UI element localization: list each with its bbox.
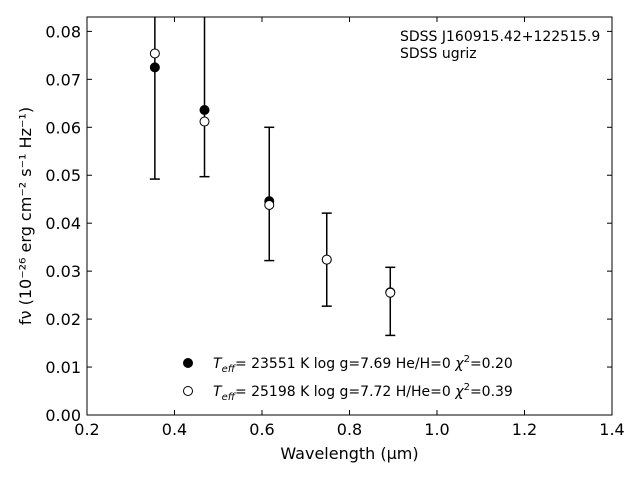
point-filled [149,62,160,73]
data-points [149,48,396,298]
x-axis-label: Wavelength (μm) [280,444,418,463]
x-tick-label: 0.8 [337,420,362,439]
point-open [264,199,275,210]
y-tick-label: 0.01 [45,358,81,377]
y-axis-label: fν (10⁻²⁶ erg cm⁻² s⁻¹ Hz⁻¹) [16,107,35,325]
x-tick-label: 1.0 [424,420,449,439]
legend-marker-filled [183,358,193,368]
point-open [385,287,396,298]
y-tick-label: 0.08 [45,22,81,41]
y-tick-label: 0.06 [45,118,81,137]
legend-label-1: Teff= 23551 K log g=7.69 He/H=0 χ2=0.20 [213,354,513,375]
y-tick-label: 0.07 [45,70,81,89]
point-open [199,116,210,127]
point-open [149,48,160,59]
y-tick-label: 0.02 [45,310,81,329]
x-tick-label: 1.4 [599,420,624,439]
x-tick-label: 0.4 [162,420,187,439]
point-open [321,254,332,265]
y-tick-label: 0.04 [45,214,81,233]
legend-marker-open [183,386,193,396]
plot-area [86,16,613,416]
y-tick-label: 0.00 [45,406,81,425]
y-tick-label: 0.05 [45,166,81,185]
y-tick-label: 0.03 [45,262,81,281]
object-name-annotation: SDSS J160915.42+122515.9 [400,29,600,45]
legend-label-2: Teff= 25198 K log g=7.72 H/He=0 χ2=0.39 [213,382,513,403]
photometry-annotation: SDSS ugriz [400,46,477,62]
x-tick-label: 0.2 [74,420,99,439]
x-tick-label: 1.2 [512,420,537,439]
point-filled [199,105,210,116]
x-tick-label: 0.6 [249,420,274,439]
legend: Teff= 23551 K log g=7.69 He/H=0 χ2=0.20 … [183,354,513,403]
axis-ticks: 0.2 0.4 0.6 0.8 1.0 1.2 1.4 0.00 0.01 0.02 0.03 0.0… [45,17,625,439]
